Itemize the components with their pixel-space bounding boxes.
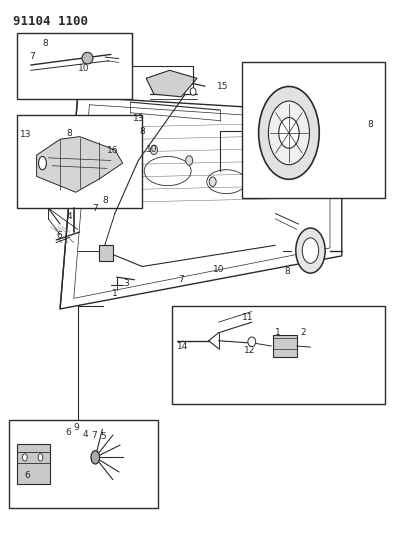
Text: 14: 14 [177, 342, 189, 351]
Text: 10: 10 [146, 146, 158, 155]
Ellipse shape [258, 86, 319, 179]
Text: 4: 4 [82, 430, 88, 439]
Text: 5: 5 [100, 432, 106, 441]
Bar [273, 335, 297, 357]
Bar [242, 62, 385, 198]
Text: 7: 7 [91, 431, 97, 440]
Ellipse shape [302, 238, 319, 263]
Bar [17, 33, 132, 100]
Ellipse shape [82, 52, 93, 64]
Text: 16: 16 [107, 146, 119, 155]
Text: 8: 8 [43, 39, 48, 48]
Text: 12: 12 [244, 346, 255, 355]
Text: 91104 1100: 91104 1100 [13, 14, 88, 28]
Text: 8: 8 [368, 119, 374, 128]
Ellipse shape [279, 117, 299, 148]
Text: 7: 7 [178, 275, 184, 284]
Text: 7: 7 [93, 204, 98, 213]
Ellipse shape [151, 145, 158, 155]
Bar [99, 245, 113, 261]
Text: 6: 6 [65, 428, 71, 437]
Text: 2: 2 [301, 328, 306, 337]
Text: 8: 8 [66, 129, 72, 138]
Ellipse shape [91, 451, 100, 464]
Ellipse shape [268, 101, 309, 165]
Text: 15: 15 [217, 82, 228, 91]
Ellipse shape [186, 156, 193, 165]
Text: 9: 9 [74, 423, 80, 432]
Text: 1: 1 [112, 288, 118, 297]
Text: 13: 13 [132, 114, 144, 123]
Text: 8: 8 [284, 268, 290, 276]
Text: 11: 11 [242, 313, 253, 322]
Bar [9, 420, 158, 508]
Text: 10: 10 [213, 265, 224, 273]
Bar [17, 444, 50, 484]
Ellipse shape [22, 454, 27, 461]
Text: 8: 8 [139, 127, 145, 136]
Bar [17, 115, 142, 208]
Polygon shape [37, 136, 123, 192]
Text: 10: 10 [78, 64, 89, 73]
Text: 13: 13 [20, 130, 31, 139]
Ellipse shape [39, 157, 46, 169]
Text: 7: 7 [29, 52, 35, 61]
Text: 3: 3 [124, 279, 130, 288]
Ellipse shape [38, 454, 43, 461]
Bar [171, 306, 385, 405]
Ellipse shape [209, 177, 216, 187]
Text: 8: 8 [102, 196, 108, 205]
Ellipse shape [190, 88, 196, 95]
Text: 1: 1 [275, 328, 281, 337]
Text: 6: 6 [25, 471, 31, 480]
Ellipse shape [248, 337, 256, 346]
Ellipse shape [296, 228, 325, 273]
Text: 4: 4 [67, 212, 72, 221]
Polygon shape [146, 70, 197, 97]
Text: 6: 6 [56, 231, 62, 240]
